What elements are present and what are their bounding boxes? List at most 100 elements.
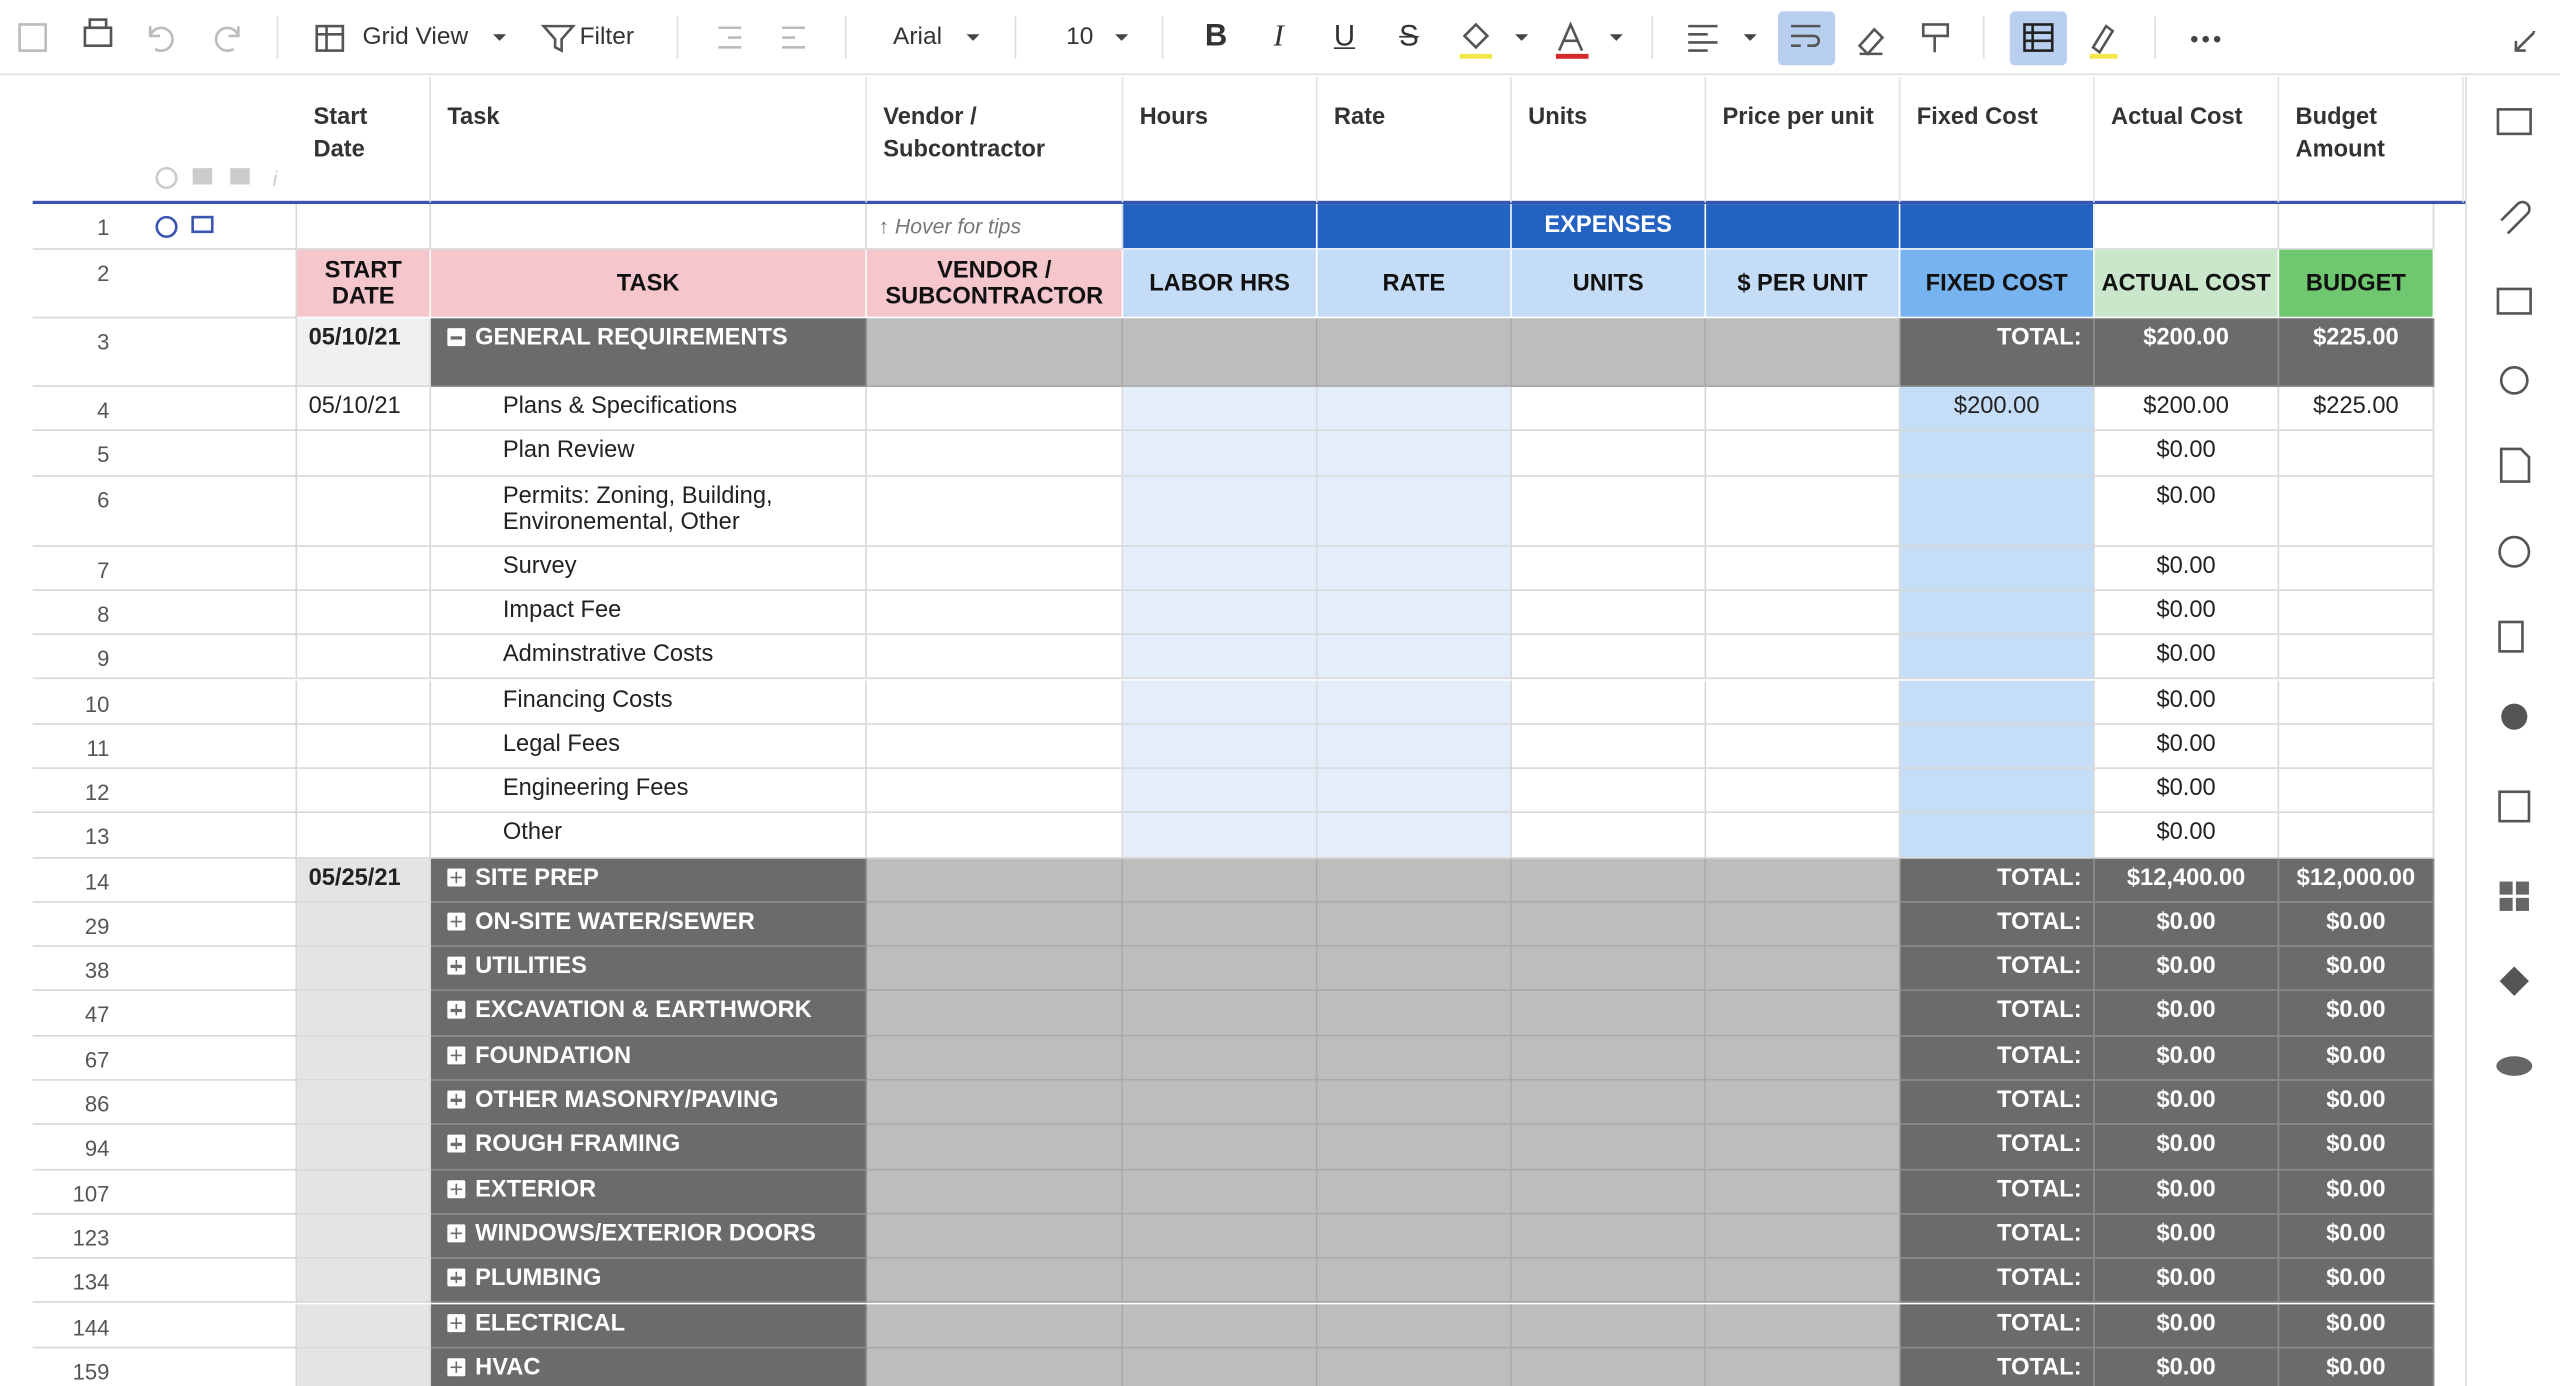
cell <box>1123 679 1318 725</box>
row-number-cell <box>32 431 298 477</box>
row-number-cell <box>32 947 298 992</box>
total-label: TOTAL: <box>1900 1125 2095 1170</box>
cell <box>1706 204 1901 250</box>
actual-total: $0.00 <box>2094 1214 2280 1259</box>
cell <box>1123 1036 1318 1081</box>
filter-button[interactable]: Filter <box>579 22 635 51</box>
bold-button[interactable]: B <box>1204 19 1228 54</box>
fixed-cost: $200.00 <box>1900 386 2095 432</box>
size-selector[interactable]: 10 <box>1066 22 1094 51</box>
budget-total: $12,000.00 <box>2279 857 2435 903</box>
task-name: GENERAL REQUIREMENTS <box>475 324 788 351</box>
date-cell <box>297 813 432 859</box>
cell <box>1511 679 1707 725</box>
task-cell: Permits: Zoning, Building, Environementa… <box>431 476 867 547</box>
date-cell <box>297 1080 432 1126</box>
row-number-cell <box>32 1036 298 1081</box>
cell <box>1511 1258 1707 1304</box>
expand-glyph <box>454 1316 458 1329</box>
row-number: 4 <box>97 398 110 423</box>
budget <box>2279 590 2435 636</box>
cell <box>1317 724 1512 770</box>
actual-total: $0.00 <box>2094 1169 2280 1215</box>
cell <box>1317 1214 1512 1259</box>
view-selector[interactable]: Grid View <box>362 22 469 51</box>
task-cell: EXTERIOR <box>431 1169 867 1215</box>
budget <box>2279 679 2435 725</box>
date-cell <box>297 947 432 992</box>
row-number-cell <box>32 1258 298 1304</box>
cell <box>866 1348 1124 1386</box>
expand-glyph <box>454 1138 458 1150</box>
column-header-cell <box>1123 76 1318 203</box>
task-cell: GENERAL REQUIREMENTS <box>431 318 867 387</box>
budget-total: $225.00 <box>2279 318 2435 387</box>
cell <box>1317 386 1512 432</box>
task-name: EXTERIOR <box>475 1176 597 1203</box>
row-number: 86 <box>84 1092 110 1117</box>
budget-total: $0.00 <box>2279 1348 2435 1386</box>
cell <box>1317 1169 1512 1215</box>
font-selector[interactable]: Arial <box>893 22 943 51</box>
task-cell: HVAC <box>431 1348 867 1386</box>
cell <box>866 991 1124 1037</box>
label-cell: RATE <box>1317 249 1512 319</box>
row-number: 7 <box>97 557 110 583</box>
cell <box>1123 1348 1318 1386</box>
actual-cost: $0.00 <box>2094 724 2280 770</box>
cell <box>1317 902 1512 948</box>
budget-total: $0.00 <box>2279 947 2435 992</box>
cell <box>1511 635 1707 680</box>
column-header: Rate <box>1333 104 1386 131</box>
cell <box>1123 476 1318 547</box>
actual-cost: $0.00 <box>2094 476 2280 547</box>
row-number-cell <box>32 546 298 591</box>
cell <box>1123 724 1318 770</box>
label-cell: UNITS <box>1511 249 1707 319</box>
expand-toggle <box>447 1313 466 1332</box>
task-name: EXCAVATION & EARTHWORK <box>475 998 812 1025</box>
cell <box>1317 813 1512 859</box>
cell <box>1317 769 1512 814</box>
cell <box>1706 1169 1901 1215</box>
cell <box>1706 947 1901 992</box>
budget <box>2279 769 2435 814</box>
task-name: OTHER MASONRY/PAVING <box>475 1087 779 1114</box>
cell <box>1123 813 1318 859</box>
cell <box>1123 1303 1318 1349</box>
cell <box>1317 1036 1512 1081</box>
task-name: FOUNDATION <box>475 1042 632 1069</box>
cell <box>1317 204 1512 250</box>
cell <box>1317 1125 1512 1170</box>
budget-total: $0.00 <box>2279 1258 2435 1304</box>
budget <box>2279 724 2435 770</box>
cell <box>866 724 1124 770</box>
column-header-cell <box>2279 76 2464 203</box>
total-label: TOTAL: <box>1900 1169 2095 1215</box>
cell <box>1706 1214 1901 1259</box>
total-label: TOTAL: <box>1900 1080 2095 1126</box>
cell <box>1706 1348 1901 1386</box>
expand-toggle <box>447 912 466 931</box>
cell <box>866 813 1124 859</box>
strike-button[interactable]: S <box>1399 19 1419 53</box>
toolbar-icons <box>18 11 2536 66</box>
cell <box>866 635 1124 680</box>
cell <box>1511 724 1707 770</box>
task-cell: Financing Costs <box>431 679 867 725</box>
fixed-cost <box>1900 635 2095 680</box>
cell <box>1511 1348 1707 1386</box>
total-label: TOTAL: <box>1900 947 2095 992</box>
expand-glyph <box>450 336 463 339</box>
underline-button[interactable]: U <box>1333 19 1356 53</box>
italic-button[interactable]: I <box>1273 19 1284 54</box>
cell <box>1511 991 1707 1037</box>
task-cell: EXCAVATION & EARTHWORK <box>431 991 867 1037</box>
cell <box>1123 857 1318 903</box>
cell <box>1706 857 1901 903</box>
cell <box>1706 590 1901 636</box>
budget-total: $0.00 <box>2279 1169 2435 1215</box>
cell <box>1317 635 1512 680</box>
expand-toggle <box>447 1090 466 1109</box>
actual-total: $12,400.00 <box>2094 857 2280 903</box>
